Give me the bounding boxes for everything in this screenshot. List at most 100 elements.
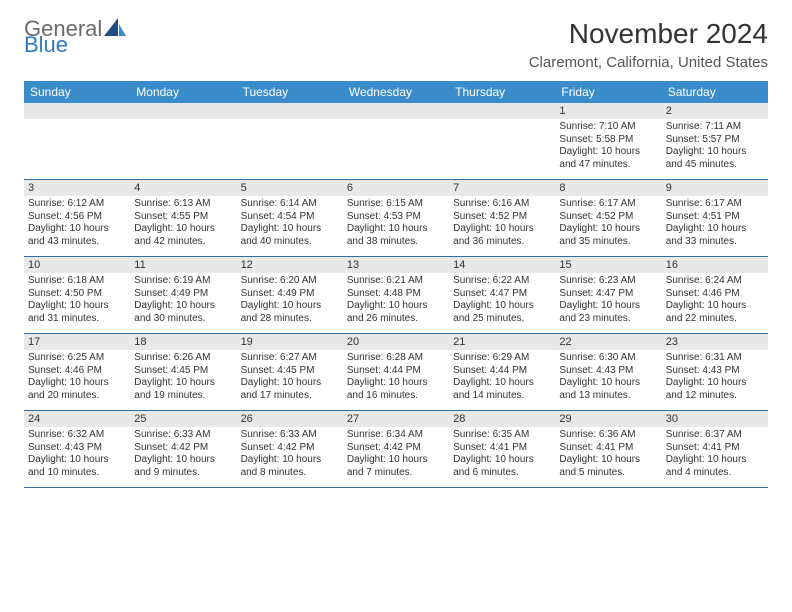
day-cell: Sunrise: 6:25 AMSunset: 4:46 PMDaylight:… bbox=[24, 350, 130, 410]
sunrise-text: Sunrise: 6:26 AM bbox=[134, 352, 232, 365]
day-number bbox=[130, 103, 236, 119]
sunset-text: Sunset: 4:47 PM bbox=[559, 288, 657, 301]
day-cell: Sunrise: 7:11 AMSunset: 5:57 PMDaylight:… bbox=[662, 119, 768, 179]
sunrise-text: Sunrise: 7:10 AM bbox=[559, 121, 657, 134]
sunrise-text: Sunrise: 6:24 AM bbox=[666, 275, 764, 288]
sunset-text: Sunset: 4:55 PM bbox=[134, 211, 232, 224]
day-number: 25 bbox=[130, 411, 236, 427]
sunset-text: Sunset: 4:52 PM bbox=[559, 211, 657, 224]
day-cell bbox=[130, 119, 236, 179]
day-number: 26 bbox=[237, 411, 343, 427]
day-number: 12 bbox=[237, 257, 343, 273]
sunset-text: Sunset: 4:41 PM bbox=[559, 442, 657, 455]
sunset-text: Sunset: 4:46 PM bbox=[28, 365, 126, 378]
sunrise-text: Sunrise: 6:16 AM bbox=[453, 198, 551, 211]
daylight-text: Daylight: 10 hours and 45 minutes. bbox=[666, 146, 764, 171]
daylight-text: Daylight: 10 hours and 25 minutes. bbox=[453, 300, 551, 325]
day-cell: Sunrise: 6:35 AMSunset: 4:41 PMDaylight:… bbox=[449, 427, 555, 487]
sunrise-text: Sunrise: 6:35 AM bbox=[453, 429, 551, 442]
daylight-text: Daylight: 10 hours and 13 minutes. bbox=[559, 377, 657, 402]
day-cell: Sunrise: 6:23 AMSunset: 4:47 PMDaylight:… bbox=[555, 273, 661, 333]
day-cell: Sunrise: 6:32 AMSunset: 4:43 PMDaylight:… bbox=[24, 427, 130, 487]
day-number: 23 bbox=[662, 334, 768, 350]
daynum-row: 12 bbox=[24, 103, 768, 119]
day-number: 29 bbox=[555, 411, 661, 427]
daylight-text: Daylight: 10 hours and 9 minutes. bbox=[134, 454, 232, 479]
day-number bbox=[449, 103, 555, 119]
daylight-text: Daylight: 10 hours and 4 minutes. bbox=[666, 454, 764, 479]
day-number: 14 bbox=[449, 257, 555, 273]
sunrise-text: Sunrise: 6:17 AM bbox=[559, 198, 657, 211]
day-number bbox=[343, 103, 449, 119]
daylight-text: Daylight: 10 hours and 5 minutes. bbox=[559, 454, 657, 479]
day-cell: Sunrise: 6:37 AMSunset: 4:41 PMDaylight:… bbox=[662, 427, 768, 487]
title-block: November 2024 Claremont, California, Uni… bbox=[529, 18, 768, 71]
day-number: 20 bbox=[343, 334, 449, 350]
day-header: Tuesday bbox=[237, 81, 343, 103]
sunset-text: Sunset: 4:51 PM bbox=[666, 211, 764, 224]
day-number: 1 bbox=[555, 103, 661, 119]
sunset-text: Sunset: 4:48 PM bbox=[347, 288, 445, 301]
day-number: 18 bbox=[130, 334, 236, 350]
daynum-row: 3456789 bbox=[24, 180, 768, 196]
day-number: 4 bbox=[130, 180, 236, 196]
month-title: November 2024 bbox=[529, 18, 768, 50]
day-number bbox=[237, 103, 343, 119]
sunrise-text: Sunrise: 6:25 AM bbox=[28, 352, 126, 365]
daylight-text: Daylight: 10 hours and 35 minutes. bbox=[559, 223, 657, 248]
sunrise-text: Sunrise: 6:15 AM bbox=[347, 198, 445, 211]
day-cell: Sunrise: 6:17 AMSunset: 4:51 PMDaylight:… bbox=[662, 196, 768, 256]
day-cell: Sunrise: 6:12 AMSunset: 4:56 PMDaylight:… bbox=[24, 196, 130, 256]
daynum-row: 17181920212223 bbox=[24, 334, 768, 350]
day-number: 13 bbox=[343, 257, 449, 273]
day-header: Saturday bbox=[662, 81, 768, 103]
sunset-text: Sunset: 4:43 PM bbox=[559, 365, 657, 378]
sunrise-text: Sunrise: 6:27 AM bbox=[241, 352, 339, 365]
day-cell bbox=[237, 119, 343, 179]
day-number bbox=[24, 103, 130, 119]
sunset-text: Sunset: 4:44 PM bbox=[347, 365, 445, 378]
day-number: 24 bbox=[24, 411, 130, 427]
sunset-text: Sunset: 4:41 PM bbox=[666, 442, 764, 455]
daynum-row: 10111213141516 bbox=[24, 257, 768, 273]
sunrise-text: Sunrise: 6:32 AM bbox=[28, 429, 126, 442]
daylight-text: Daylight: 10 hours and 8 minutes. bbox=[241, 454, 339, 479]
sunset-text: Sunset: 5:58 PM bbox=[559, 134, 657, 147]
daylight-text: Daylight: 10 hours and 17 minutes. bbox=[241, 377, 339, 402]
calendar: Sunday Monday Tuesday Wednesday Thursday… bbox=[24, 81, 768, 488]
daylight-text: Daylight: 10 hours and 16 minutes. bbox=[347, 377, 445, 402]
day-number: 2 bbox=[662, 103, 768, 119]
daylight-text: Daylight: 10 hours and 19 minutes. bbox=[134, 377, 232, 402]
daylight-text: Daylight: 10 hours and 7 minutes. bbox=[347, 454, 445, 479]
day-header-row: Sunday Monday Tuesday Wednesday Thursday… bbox=[24, 81, 768, 103]
day-cell: Sunrise: 6:20 AMSunset: 4:49 PMDaylight:… bbox=[237, 273, 343, 333]
location: Claremont, California, United States bbox=[529, 54, 768, 71]
sunset-text: Sunset: 4:53 PM bbox=[347, 211, 445, 224]
sunset-text: Sunset: 4:47 PM bbox=[453, 288, 551, 301]
daylight-text: Daylight: 10 hours and 22 minutes. bbox=[666, 300, 764, 325]
sunrise-text: Sunrise: 6:29 AM bbox=[453, 352, 551, 365]
daylight-text: Daylight: 10 hours and 14 minutes. bbox=[453, 377, 551, 402]
info-row: Sunrise: 6:12 AMSunset: 4:56 PMDaylight:… bbox=[24, 196, 768, 256]
day-header: Wednesday bbox=[343, 81, 449, 103]
sunrise-text: Sunrise: 6:20 AM bbox=[241, 275, 339, 288]
sunset-text: Sunset: 4:52 PM bbox=[453, 211, 551, 224]
day-cell: Sunrise: 6:16 AMSunset: 4:52 PMDaylight:… bbox=[449, 196, 555, 256]
daylight-text: Daylight: 10 hours and 36 minutes. bbox=[453, 223, 551, 248]
day-number: 30 bbox=[662, 411, 768, 427]
daylight-text: Daylight: 10 hours and 42 minutes. bbox=[134, 223, 232, 248]
sunset-text: Sunset: 4:50 PM bbox=[28, 288, 126, 301]
daylight-text: Daylight: 10 hours and 30 minutes. bbox=[134, 300, 232, 325]
day-cell: Sunrise: 6:26 AMSunset: 4:45 PMDaylight:… bbox=[130, 350, 236, 410]
sunset-text: Sunset: 4:43 PM bbox=[28, 442, 126, 455]
sunrise-text: Sunrise: 6:33 AM bbox=[241, 429, 339, 442]
info-row: Sunrise: 6:32 AMSunset: 4:43 PM Daylight:… bbox=[24, 427, 768, 487]
day-cell: Sunrise: 6:28 AMSunset: 4:44 PMDaylight:… bbox=[343, 350, 449, 410]
daynum-row: 24252627282930 bbox=[24, 411, 768, 427]
day-number: 19 bbox=[237, 334, 343, 350]
day-cell bbox=[449, 119, 555, 179]
header: General Blue November 2024 Claremont, Ca… bbox=[24, 18, 768, 71]
sunrise-text: Sunrise: 6:37 AM bbox=[666, 429, 764, 442]
day-cell: Sunrise: 6:21 AMSunset: 4:48 PMDaylight:… bbox=[343, 273, 449, 333]
day-cell: Sunrise: 6:33 AMSunset: 4:42 PMDaylight:… bbox=[130, 427, 236, 487]
